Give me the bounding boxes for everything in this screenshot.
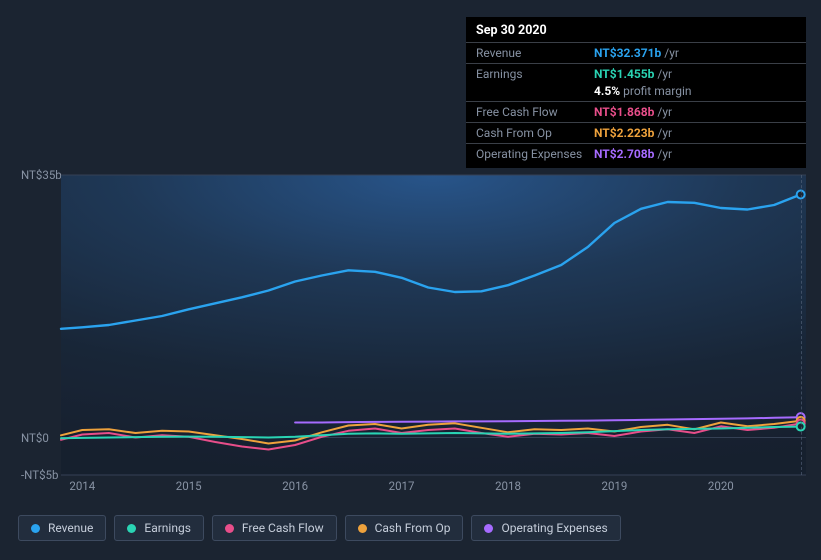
tooltip-label: Operating Expenses: [476, 147, 594, 161]
x-axis-label: 2016: [282, 479, 308, 493]
tooltip-suffix: /yr: [657, 126, 672, 140]
tooltip-extra-label: profit margin: [623, 84, 691, 98]
tooltip-value: NT$1.868b: [594, 105, 654, 119]
tooltip-suffix: /yr: [664, 46, 679, 60]
legend-item-cfo[interactable]: Cash From Op: [345, 515, 464, 541]
legend-swatch: [31, 524, 40, 533]
tooltip-row-earnings-extra: 4.5% profit margin: [466, 84, 806, 101]
tooltip-label: Earnings: [476, 67, 594, 81]
tooltip-label: Cash From Op: [476, 126, 594, 140]
legend-swatch: [484, 524, 493, 533]
tooltip-panel: Sep 30 2020 RevenueNT$32.371b/yrEarnings…: [466, 17, 806, 168]
tooltip-suffix: /yr: [657, 105, 672, 119]
legend-item-opex[interactable]: Operating Expenses: [471, 515, 620, 541]
tooltip-value: NT$2.708b: [594, 147, 654, 161]
legend-item-earnings[interactable]: Earnings: [114, 515, 204, 541]
series-line-opex: [295, 417, 801, 422]
y-axis-label: NT$0: [21, 431, 49, 445]
y-axis-label: NT$35b: [21, 168, 62, 182]
x-axis-label: 2019: [601, 479, 627, 493]
tooltip-value: NT$2.223b: [594, 126, 654, 140]
series-line-revenue: [61, 195, 801, 329]
tooltip-suffix: /yr: [657, 147, 672, 161]
tooltip-label: Revenue: [476, 46, 594, 60]
legend-item-fcf[interactable]: Free Cash Flow: [212, 515, 337, 541]
legend-label: Cash From Op: [375, 521, 451, 535]
tooltip-suffix: /yr: [657, 67, 672, 81]
tooltip-row-opex: Operating ExpensesNT$2.708b/yr: [466, 143, 806, 164]
legend-label: Operating Expenses: [501, 521, 607, 535]
tooltip-extra-value: 4.5%: [594, 84, 620, 98]
tooltip-row-earnings: EarningsNT$1.455b/yr: [466, 63, 806, 84]
legend-swatch: [127, 524, 136, 533]
legend-label: Revenue: [48, 521, 93, 535]
plot-area[interactable]: [61, 175, 806, 475]
tooltip-row-revenue: RevenueNT$32.371b/yr: [466, 42, 806, 63]
x-axis-label: 2015: [176, 479, 202, 493]
legend-label: Free Cash Flow: [242, 521, 324, 535]
tooltip-value: NT$32.371b: [594, 46, 661, 60]
legend-item-revenue[interactable]: Revenue: [18, 515, 106, 541]
tooltip-value: NT$1.455b: [594, 67, 654, 81]
x-axis-label: 2017: [389, 479, 415, 493]
tooltip-row-cfo: Cash From OpNT$2.223b/yr: [466, 122, 806, 143]
financials-chart: NT$35bNT$0-NT$5b 20142015201620172018201…: [15, 155, 806, 505]
tooltip-label: Free Cash Flow: [476, 105, 594, 119]
tooltip-date: Sep 30 2020: [466, 23, 806, 42]
x-axis-label: 2020: [708, 479, 734, 493]
x-axis-label: 2018: [495, 479, 521, 493]
plot-svg: [61, 175, 806, 475]
x-axis: 2014 2015 2016 2017 2018 2019 2020: [61, 479, 806, 499]
tooltip-row-fcf: Free Cash FlowNT$1.868b/yr: [466, 101, 806, 122]
legend-swatch: [358, 524, 367, 533]
y-axis-label: -NT$5b: [21, 468, 58, 482]
legend-label: Earnings: [144, 521, 191, 535]
x-axis-label: 2014: [69, 479, 95, 493]
hover-line: [801, 175, 802, 475]
legend-swatch: [225, 524, 234, 533]
chart-legend: Revenue Earnings Free Cash Flow Cash From O…: [18, 515, 621, 541]
